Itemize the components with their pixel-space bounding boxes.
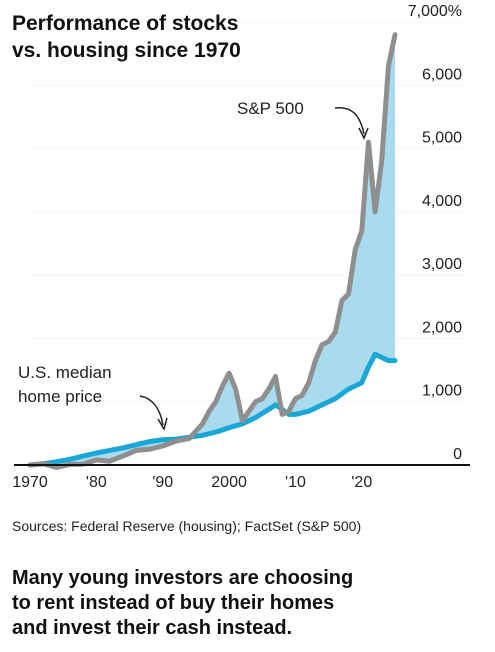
y-tick-label: 1,000 <box>422 383 462 400</box>
annotations: S&P 500 U.S. median home price <box>18 99 369 431</box>
annotation-home-price-arrowhead <box>157 417 168 431</box>
series-line-home-price <box>27 351 398 468</box>
y-tick-label: 4,000 <box>422 193 462 210</box>
caption-line-1: Many young investors are choosing <box>12 567 354 589</box>
series-line-sp500 <box>27 32 398 470</box>
performance-chart: 7,000% 6,000 5,000 4,000 3,000 2,000 1,000 0 19… <box>12 3 470 491</box>
sources-note: Sources: Federal Reserve (housing); Fact… <box>12 518 362 534</box>
x-tick-label: 2000 <box>211 474 247 491</box>
x-tick-label: 1970 <box>12 474 48 491</box>
annotation-home-price-label-line2: home price <box>18 387 102 406</box>
caption: Many young investors are choosing to ren… <box>12 566 487 641</box>
gridlines <box>30 21 470 403</box>
y-tick-label: 0 <box>453 446 462 463</box>
y-tick-label: 3,000 <box>422 256 462 273</box>
annotation-sp500-label: S&P 500 <box>237 99 304 118</box>
x-tick-label: '80 <box>86 474 107 491</box>
caption-line-3: and invest their cash instead. <box>12 617 293 639</box>
annotation-sp500-arrow <box>334 107 365 135</box>
y-tick-label: 5,000 <box>422 130 462 147</box>
chart-title: Performance of stocks vs. housing since … <box>12 10 342 64</box>
x-tick-label: '90 <box>152 474 173 491</box>
annotation-home-price-label-line1: U.S. median <box>18 363 112 382</box>
y-tick-label: 6,000 <box>422 66 462 83</box>
chart-title-line-1: Performance of stocks <box>12 12 239 35</box>
caption-line-2: to rent instead of buy their homes <box>12 592 335 614</box>
y-axis-tick-labels: 7,000% 6,000 5,000 4,000 3,000 2,000 1,000 0 <box>408 3 462 463</box>
y-tick-label: 7,000% <box>408 3 462 20</box>
x-tick-label: '10 <box>285 474 306 491</box>
annotation-sp500-arrowhead <box>358 127 369 140</box>
x-tick-label: '20 <box>351 474 372 491</box>
y-tick-label: 2,000 <box>422 319 462 336</box>
x-axis-tick-labels: 1970 '80 '90 2000 '10 '20 <box>12 474 372 491</box>
chart-title-line-2: vs. housing since 1970 <box>12 39 241 62</box>
annotation-home-price-arrow <box>139 395 164 426</box>
